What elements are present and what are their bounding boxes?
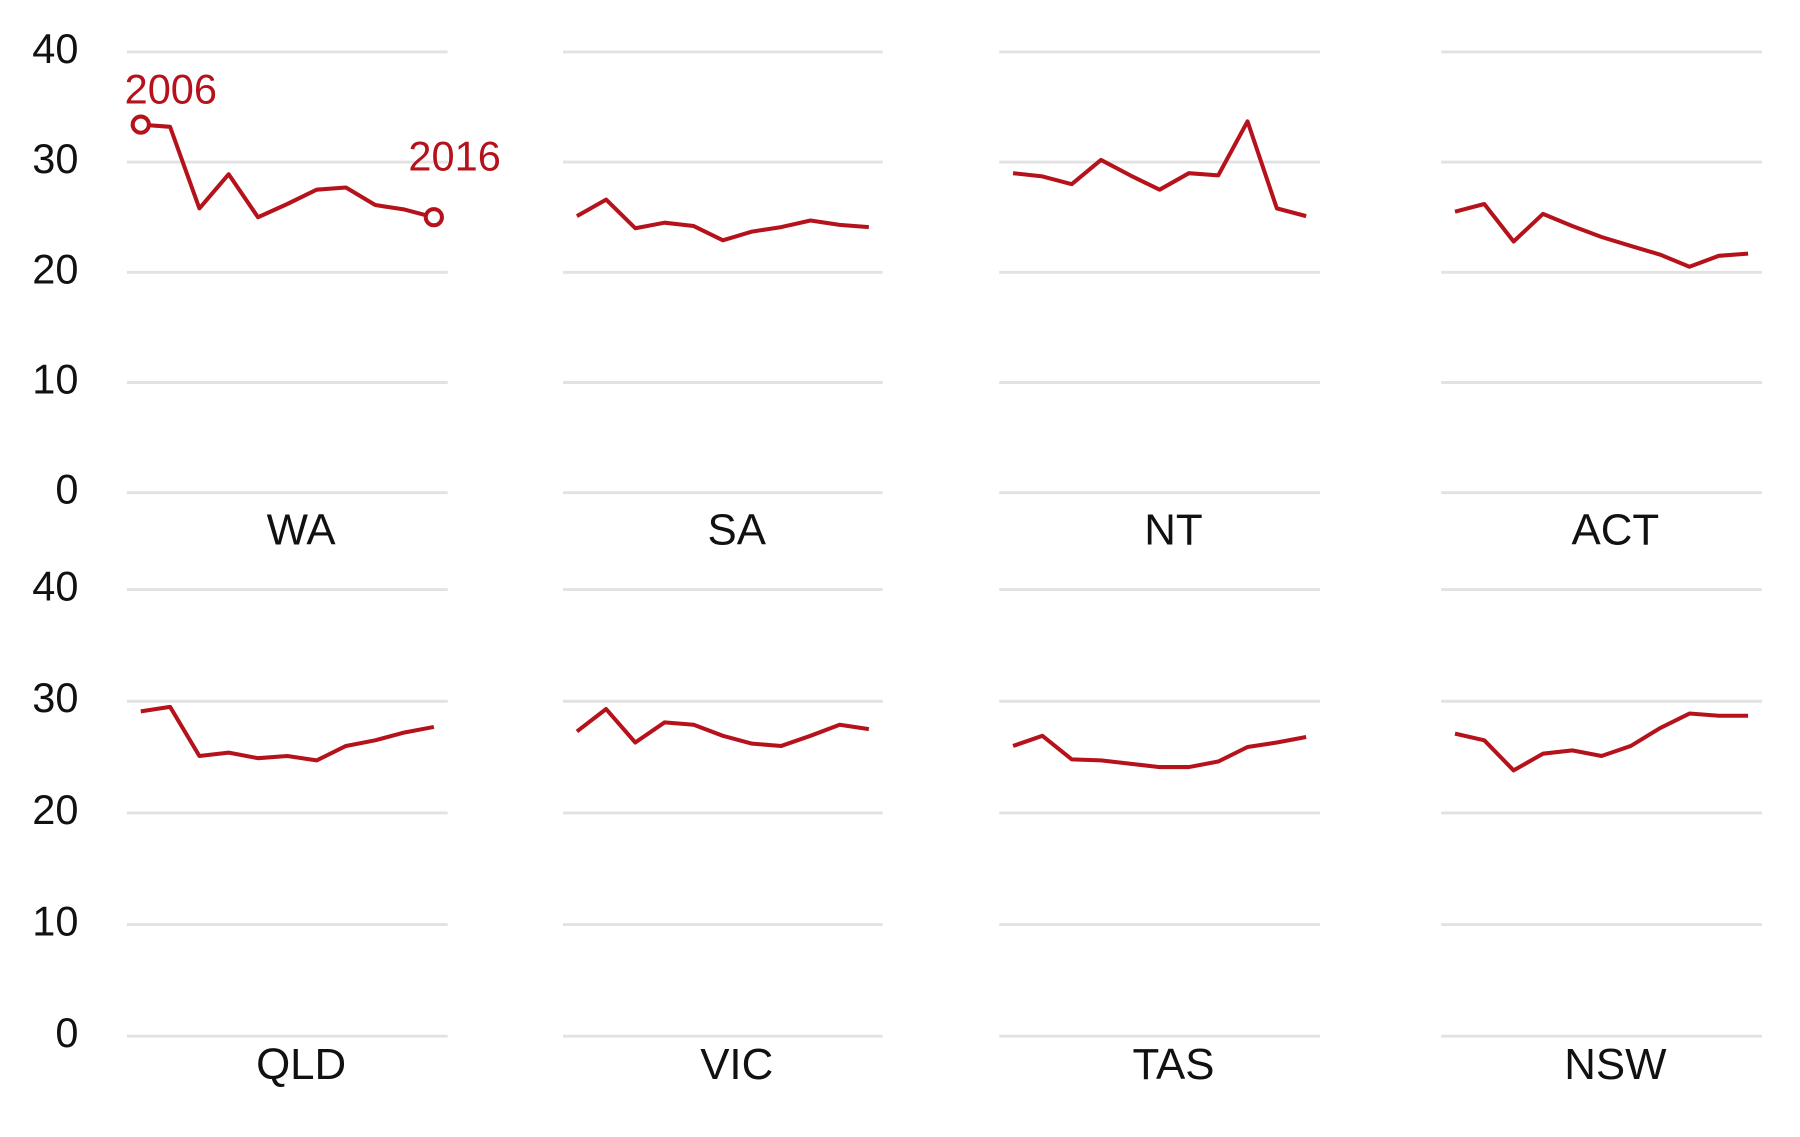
y-tick-label: 40 bbox=[32, 563, 78, 610]
y-tick-label: 10 bbox=[32, 355, 78, 402]
point-marker bbox=[130, 114, 151, 135]
y-tick-label: 30 bbox=[32, 135, 78, 182]
panel-title: TAS bbox=[1132, 1040, 1214, 1089]
panel-title: QLD bbox=[256, 1040, 346, 1089]
line bbox=[575, 197, 869, 243]
line bbox=[1012, 733, 1307, 770]
line bbox=[140, 704, 435, 763]
line bbox=[1454, 711, 1749, 773]
y-tick-label: 0 bbox=[55, 1009, 78, 1056]
y-tick-label: 30 bbox=[32, 674, 78, 721]
line bbox=[575, 707, 870, 748]
line bbox=[140, 122, 435, 220]
y-tick-label: 0 bbox=[55, 466, 78, 513]
panel-title: NSW bbox=[1564, 1040, 1667, 1089]
y-tick-label: 40 bbox=[32, 25, 78, 72]
panel-title: ACT bbox=[1572, 506, 1660, 555]
y-tick-label: 20 bbox=[32, 786, 78, 833]
year-annotation: 2006 bbox=[125, 65, 217, 112]
line bbox=[1012, 119, 1307, 219]
panel-title: NT bbox=[1144, 506, 1202, 555]
y-tick-label: 20 bbox=[32, 245, 78, 292]
y-tick-label: 10 bbox=[32, 897, 78, 944]
point-marker bbox=[423, 207, 444, 228]
year-annotation: 2016 bbox=[408, 132, 500, 179]
panel-title: VIC bbox=[700, 1040, 773, 1089]
panel-title: SA bbox=[707, 506, 766, 555]
panel-title: WA bbox=[267, 506, 337, 555]
line bbox=[1454, 201, 1749, 269]
